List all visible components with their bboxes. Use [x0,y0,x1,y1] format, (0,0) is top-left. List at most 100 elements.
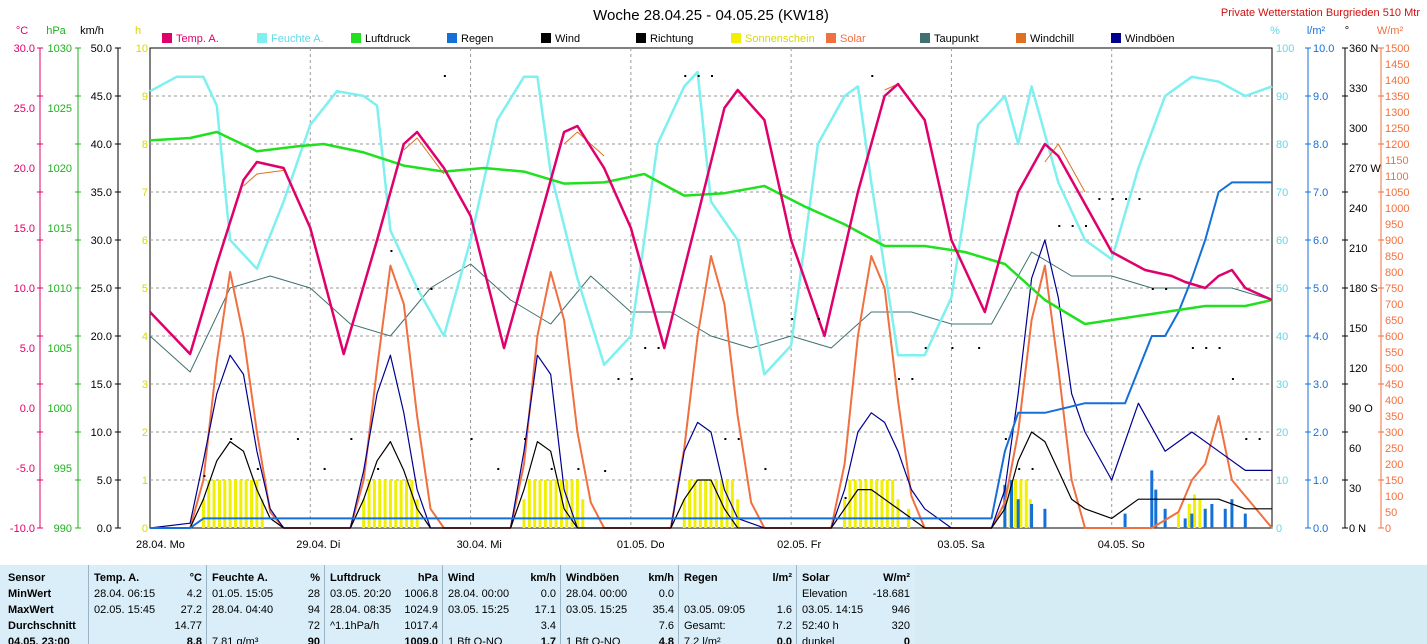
humidity-axis-tick-label: 80 [1276,139,1288,151]
sunshine-bar [864,480,868,528]
wind-axis-tick-label: 5.0 [97,475,112,487]
direction-dot [791,318,794,320]
stats-cell-label: 28.04. 00:00 [448,588,510,600]
sun-axis-tick-label: 1 [142,475,148,487]
stats-cell-value: 4.2 [186,588,202,600]
stats-cell-value: 1009.0 [404,636,438,644]
stats-cell-value: 0 [903,636,910,644]
solar-axis-tick-label: 1000 [1385,203,1409,215]
direction-dot [1205,347,1208,349]
sunshine-bar [527,480,531,528]
direction-dot [577,468,580,470]
direction-dot [924,347,927,349]
sunshine-bar [565,480,569,528]
legend-swatch [351,33,361,43]
direction-dot [377,468,380,470]
rain-bar [1210,504,1214,528]
temp-axis-tick-label: -5.0 [16,463,35,475]
legend-label: Richtung [650,33,693,45]
legend-swatch [920,33,930,43]
weather-chart: 30.025.020.015.010.05.00.0-5.0-10.010301… [9,7,1421,551]
right-unit-label: W/m² [1377,25,1404,37]
stats-column-divider [206,565,207,644]
direction-dot [470,438,473,440]
solar-axis-tick-label: 800 [1385,267,1403,279]
direction-dot [604,470,607,472]
sunshine-bar [212,480,216,528]
stats-column-divider [796,565,797,644]
direction-axis-tick-label: 240 [1349,203,1367,215]
legend-label: Regen [461,33,493,45]
series-feuchte-a- [149,70,1273,376]
stats-sensor-header: Sensor [8,572,46,584]
stats-cell-label: Gesamt: [684,620,726,632]
legend-label: Wind [555,33,580,45]
direction-dot [1231,378,1234,380]
stats-cell-value: 320 [891,620,910,632]
sunshine-bar [543,480,547,528]
sunshine-bar [223,480,227,528]
solar-axis-tick-label: 600 [1385,331,1403,343]
rain-bar [1243,513,1247,528]
direction-dot [230,438,233,440]
statistics-empty-area [915,565,1427,644]
legend-swatch [541,33,551,43]
solar-axis-tick-label: 750 [1385,283,1403,295]
stats-cell-label: 28.04. 06:15 [94,588,156,600]
sunshine-bar [1014,480,1018,528]
rain-axis-tick-label: 9.0 [1313,91,1328,103]
rain-axis-tick-label: 5.0 [1313,283,1328,295]
direction-dot [657,347,660,349]
direction-dot [1058,225,1061,227]
stats-column-header: Solar [802,572,830,584]
sunshine-bar [704,480,708,528]
direction-dot [203,475,206,477]
direction-dot [323,468,326,470]
direction-axis-tick-label: 210 [1349,243,1367,255]
temp-axis: 30.0 25.0 20.0 15.0 10.0 5.0 0.0 -5.0 -10.0 [10,43,35,535]
rain-bar [1190,513,1194,528]
direction-dot [644,347,647,349]
solar-axis-tick-label: 1200 [1385,139,1409,151]
solar-axis-tick-label: 1150 [1385,155,1409,167]
direction-dot [1245,438,1248,440]
direction-dot [296,438,299,440]
right-unit-label: % [1270,25,1280,37]
stats-cell-label: ^1.1hPa/h [330,620,380,632]
stats-cell-label: 28.04. 00:00 [566,588,628,600]
stats-cell-value: 28 [307,588,320,600]
rain-bar [1203,508,1207,528]
statistics-table: Sensor MinWert MaxWert Durchschnitt 04.05. 2… [0,565,1427,644]
direction-dot [1125,198,1128,200]
stats-row-label: 04.05. 23:00 [8,636,70,644]
sunshine-bar [554,480,558,528]
solar-axis-tick-label: 650 [1385,315,1403,327]
rain-bars [1003,470,1247,528]
direction-dot [764,468,767,470]
day-label: 01.05. Do [617,539,665,551]
sunshine-bar [570,480,574,528]
stats-column-unit: W/m² [883,572,910,584]
wind-axis-tick-label: 15.0 [91,379,112,391]
stats-cell-label: 03.05. 15:25 [566,604,628,616]
sun-axis-tick-label: 5 [142,283,148,295]
rain-axis-tick-label: 6.0 [1313,235,1328,247]
rain-bar [1123,513,1127,528]
stats-cell-value: 35.4 [652,604,674,616]
solar-axis-tick-label: 1450 [1385,59,1409,71]
sunshine-bar [848,480,852,528]
day-label: 28.04. Mo [136,539,185,551]
sun-axis-tick-label: 4 [142,331,148,343]
pressure-axis-tick-label: 1005 [48,343,72,355]
sun-axis-tick-label: 9 [142,91,148,103]
direction-dot [1018,468,1021,470]
stats-column-divider [442,565,443,644]
sunshine-bar [875,480,879,528]
legend-label: Feuchte A. [271,33,324,45]
sunshine-bar [559,480,563,528]
solar-axis-tick-label: 450 [1385,379,1403,391]
pressure-axis-tick-label: 1025 [48,103,72,115]
stats-column-unit: km/h [648,572,674,584]
rain-axis-tick-label: 8.0 [1313,139,1328,151]
